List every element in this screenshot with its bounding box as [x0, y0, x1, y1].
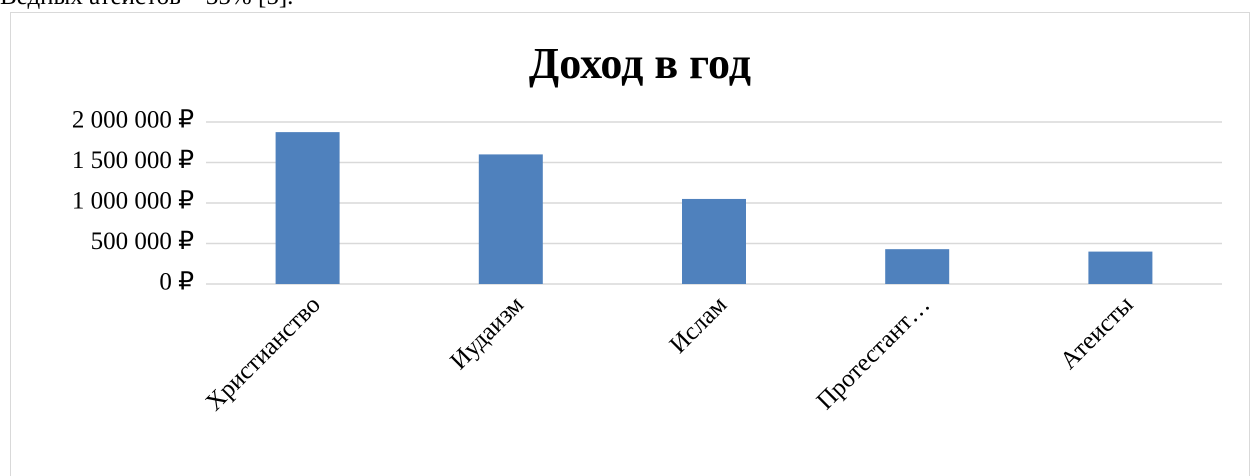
y-tick-label: 500 000 ₽	[91, 228, 195, 255]
bar	[1088, 251, 1153, 284]
y-tick-label: 1 000 000 ₽	[72, 188, 194, 215]
bar	[682, 198, 746, 284]
y-tick-label: 1 500 000 ₽	[72, 147, 194, 174]
y-tick-label: 0 ₽	[159, 269, 194, 296]
y-tick-label: 2 000 000 ₽	[72, 107, 194, 134]
chart-title: Доход в год	[529, 39, 751, 88]
bar	[478, 154, 543, 284]
bar	[275, 132, 340, 284]
preceding-text: Ведных атеистов – 35% [5].	[0, 0, 293, 10]
bar	[885, 249, 950, 284]
